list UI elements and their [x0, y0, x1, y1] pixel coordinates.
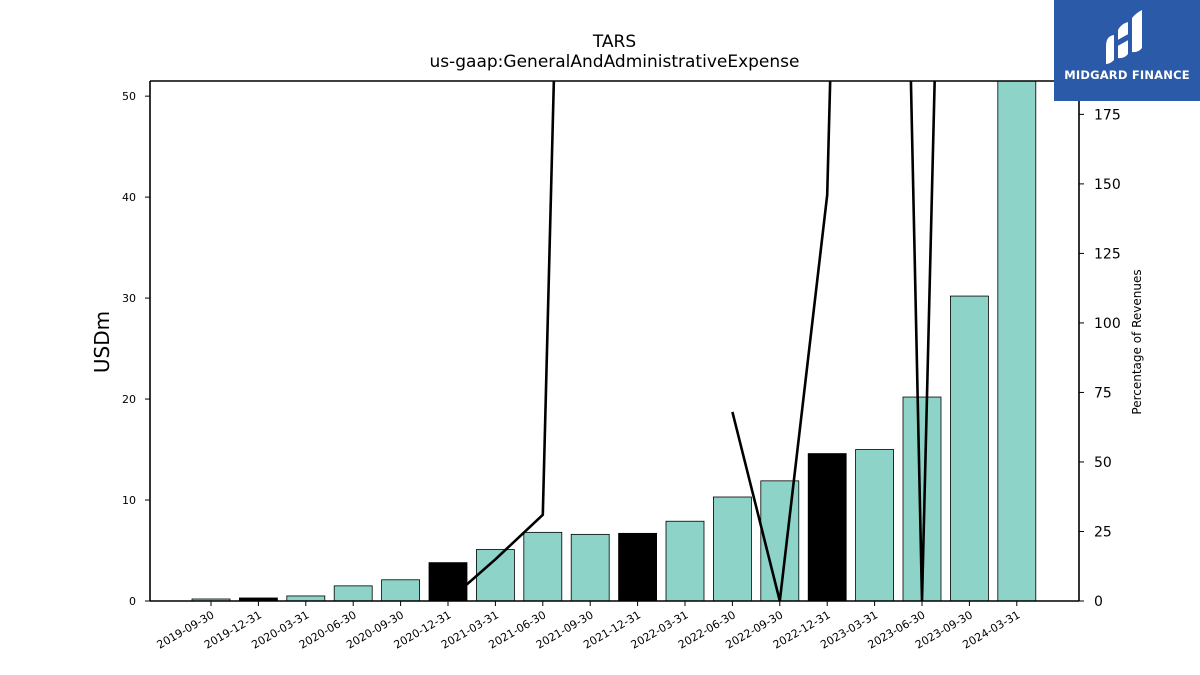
y2-tick-label-175: 175: [1094, 107, 1121, 123]
percentage-line-segment-0: [447, 81, 556, 601]
y-tick-label-10: 10: [122, 494, 136, 507]
bar-2020-06-30: [333, 585, 373, 602]
y2-tick-label-50: 50: [1094, 455, 1112, 471]
bars-layer: [191, 80, 1037, 602]
y-tick-label-50: 50: [122, 90, 136, 103]
bar-2021-06-30: [523, 531, 563, 602]
bar-2024-03-31: [997, 80, 1037, 602]
percentage-line-layer: [447, 81, 936, 601]
bar-2020-09-30: [381, 579, 421, 602]
y2-tick-label-25: 25: [1094, 524, 1112, 540]
bar-2022-06-30: [713, 496, 752, 602]
bar-2022-12-31: [807, 453, 847, 602]
y2-tick-label-100: 100: [1094, 316, 1121, 332]
bar-2021-03-31: [475, 549, 515, 602]
bar-2022-03-31: [665, 520, 705, 602]
bar-2021-12-31: [618, 532, 657, 602]
y-tick-label-30: 30: [122, 292, 136, 305]
axes-layer: [149, 80, 1080, 602]
y2-tick-label-0: 0: [1094, 594, 1103, 610]
logo-text: MIDGARD FINANCE: [1064, 68, 1190, 82]
y-tick-label-0: 0: [129, 595, 136, 608]
bar-2020-12-31: [428, 562, 468, 602]
y2-axis-label: Percentage of Revenues: [1130, 269, 1144, 414]
logo-mark-icon: [1106, 10, 1142, 64]
chart-title: TARS: [592, 32, 637, 52]
y2-tick-label-125: 125: [1094, 246, 1121, 262]
y-tick-label-40: 40: [122, 191, 136, 204]
percentage-line-segment-1: [731, 81, 936, 601]
bar-2023-03-31: [855, 449, 894, 602]
y2-tick-label-150: 150: [1094, 177, 1121, 193]
bar-2023-09-30: [950, 295, 989, 602]
bar-2021-09-30: [570, 533, 610, 602]
bar-2022-09-30: [760, 480, 800, 602]
chart-subtitle: us-gaap:GeneralAndAdministrativeExpense: [429, 52, 800, 72]
y-tick-label-20: 20: [122, 393, 136, 406]
midgard-finance-logo: MIDGARD FINANCE: [1054, 0, 1200, 101]
y2-tick-label-75: 75: [1094, 385, 1112, 401]
y-axis-label: USDm: [90, 311, 114, 373]
